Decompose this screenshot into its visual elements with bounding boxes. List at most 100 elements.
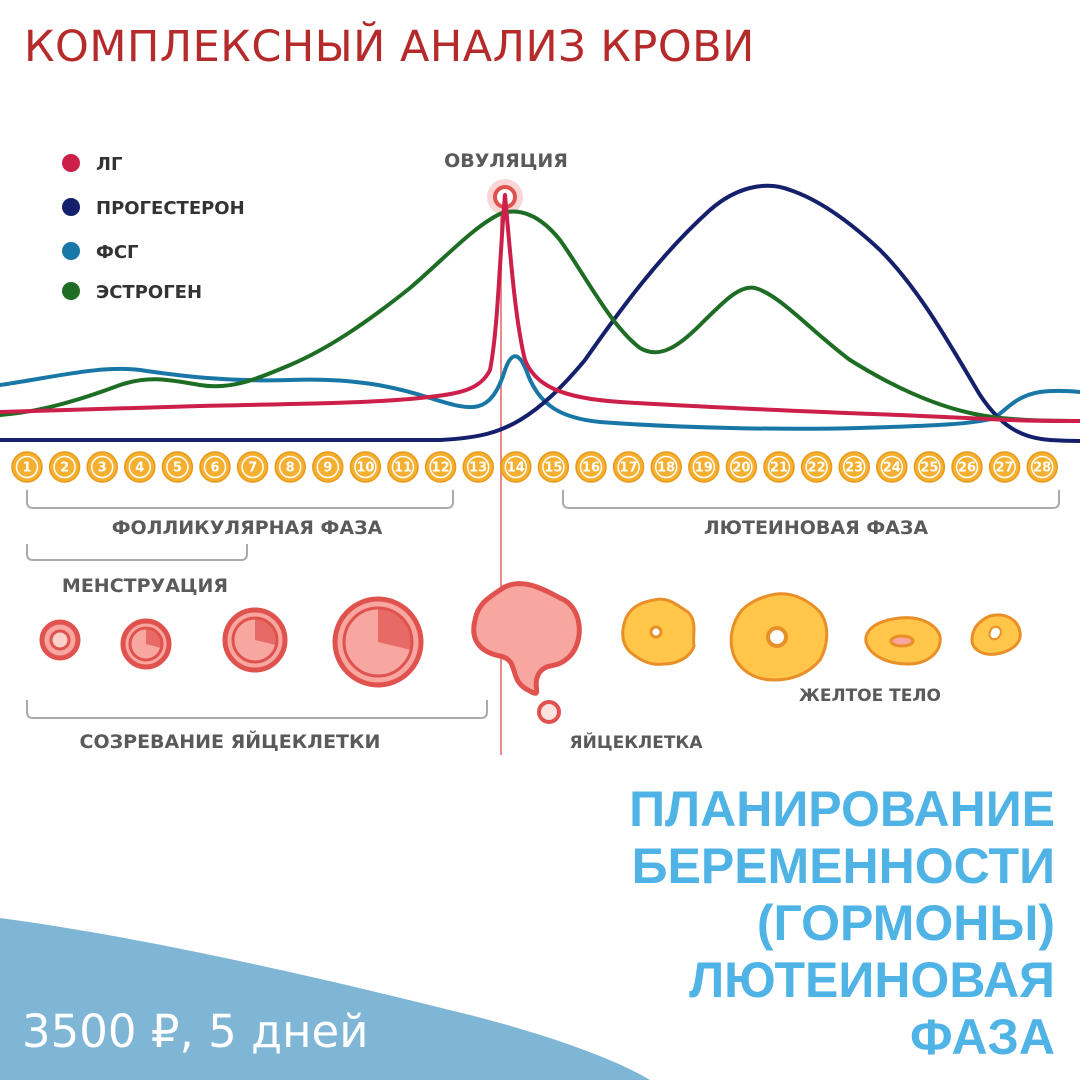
day-circle-ring <box>504 455 528 479</box>
day-number: 2 <box>60 461 69 476</box>
bracket-egg-maturation <box>26 700 488 719</box>
day-circle-ring <box>880 455 904 479</box>
day-14: 14 <box>500 451 532 483</box>
day-circle-ring <box>391 455 415 479</box>
day-circle-ring <box>15 455 39 479</box>
phase-label-egg: ЯЙЦЕКЛЕТКА <box>570 731 704 753</box>
curve-fsh <box>0 354 1080 431</box>
day-6: 6 <box>199 451 231 483</box>
promo-line-1: ПЛАНИРОВАНИЕ <box>629 781 1055 837</box>
day-number: 20 <box>732 461 750 476</box>
day-circle-ring <box>579 455 603 479</box>
bracket-luteal <box>562 490 1060 509</box>
legend-dot-lh <box>62 154 80 172</box>
curve-estrogen <box>0 209 1080 423</box>
day-number: 11 <box>394 461 412 476</box>
price-banner-wave <box>0 918 650 1080</box>
day-11: 11 <box>387 451 419 483</box>
follicle-2 <box>120 618 172 670</box>
day-number: 26 <box>958 461 976 476</box>
day-number: 6 <box>210 461 219 476</box>
day-27: 27 <box>988 451 1021 483</box>
day-26: 26 <box>951 451 983 483</box>
day-circle-ring <box>617 455 640 479</box>
egg-cell <box>537 700 561 724</box>
bracket-follicular <box>26 490 454 509</box>
day-number: 17 <box>620 461 638 476</box>
day-circle-ring <box>542 455 565 479</box>
day-16: 16 <box>575 451 607 483</box>
day-circle-ring <box>767 455 791 479</box>
day-number: 23 <box>845 461 863 476</box>
day-8: 8 <box>274 451 306 483</box>
legend-dot-estrogen <box>62 282 80 300</box>
day-24: 24 <box>876 451 908 483</box>
day-21: 21 <box>763 451 795 483</box>
day-25: 25 <box>913 451 946 483</box>
promo-line-3: (ГОРМОНЫ) <box>757 895 1055 951</box>
day-number: 24 <box>883 461 901 476</box>
day-number: 3 <box>98 461 107 476</box>
day-circle-ring <box>730 455 753 479</box>
day-20: 20 <box>725 451 758 483</box>
phase-label-egg-maturation: СОЗРЕВАНИЕ ЯЙЦЕКЛЕТКИ <box>80 730 381 753</box>
legend-dot-progesterone <box>62 198 80 216</box>
day-number: 28 <box>1033 461 1051 476</box>
day-number: 16 <box>582 461 600 476</box>
promo-block: ПЛАНИРОВАНИЕ БЕРЕМЕННОСТИ (ГОРМОНЫ) ЛЮТЕ… <box>629 781 1055 1065</box>
day-circle-ring <box>278 455 302 479</box>
day-circle-ring <box>993 455 1016 479</box>
promo-line-2: БЕРЕМЕННОСТИ <box>632 838 1055 894</box>
corpus-luteum-1-core <box>649 625 663 639</box>
corpus-luteum-3-core <box>889 634 915 648</box>
day-13: 13 <box>462 451 494 483</box>
phase-label-luteal: ЛЮТЕИНОВАЯ ФАЗА <box>704 517 928 539</box>
follicle-3 <box>222 607 288 673</box>
bracket-menstruation <box>26 544 248 561</box>
day-number: 1 <box>22 461 31 476</box>
ruptured-follicle <box>471 581 582 696</box>
curve-progesterone <box>0 183 1080 443</box>
legend-label-fsh: ФСГ <box>96 242 139 263</box>
promo-line-4: ЛЮТЕИНОВАЯ <box>689 952 1055 1008</box>
follicles <box>39 581 582 724</box>
day-19: 19 <box>688 451 720 483</box>
corpus-luteum-2-core <box>766 626 788 648</box>
day-circle-ring <box>354 455 377 479</box>
day-number: 10 <box>356 461 374 476</box>
day-22: 22 <box>800 451 833 483</box>
day-circle-ring <box>692 455 716 479</box>
day-18: 18 <box>650 451 682 483</box>
page-title: КОМПЛЕКСНЫЙ АНАЛИЗ КРОВИ <box>24 21 755 72</box>
day-circle-ring <box>241 455 264 479</box>
day-circle-ring <box>53 455 76 479</box>
day-number: 13 <box>469 461 487 476</box>
day-circle-ring <box>654 455 678 479</box>
curve-lh <box>0 193 1080 423</box>
day-number: 14 <box>507 461 525 476</box>
day-circle-ring <box>316 455 340 479</box>
day-circle-ring <box>955 455 979 479</box>
day-circle-ring <box>466 455 490 479</box>
day-number: 9 <box>323 461 332 476</box>
day-circle-ring <box>166 455 189 479</box>
day-circle-ring <box>128 455 152 479</box>
day-12: 12 <box>424 451 457 483</box>
day-number: 25 <box>920 461 938 476</box>
legend: ЛГ ПРОГЕСТЕРОН ФСГ ЭСТРОГЕН <box>62 154 245 303</box>
day-5: 5 <box>161 451 194 483</box>
legend-label-lh: ЛГ <box>96 154 122 175</box>
phase-label-follicular: ФОЛЛИКУЛЯРНАЯ ФАЗА <box>112 517 383 539</box>
day-circle-ring <box>918 455 941 479</box>
day-28: 28 <box>1026 451 1058 483</box>
phase-label-menstruation: МЕНСТРУАЦИЯ <box>62 575 228 597</box>
day-10: 10 <box>349 451 382 483</box>
day-number: 4 <box>135 461 144 476</box>
day-number: 5 <box>173 461 182 476</box>
day-number: 21 <box>770 461 788 476</box>
day-9: 9 <box>312 451 344 483</box>
day-number: 22 <box>808 461 826 476</box>
day-circle-ring <box>429 455 452 479</box>
day-number: 12 <box>432 461 450 476</box>
